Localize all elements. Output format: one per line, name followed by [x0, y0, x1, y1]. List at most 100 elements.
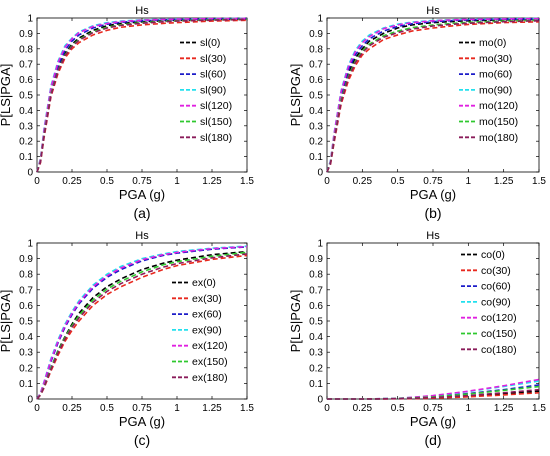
chart-title: Hs: [426, 5, 440, 17]
legend-label: co(60): [481, 281, 511, 293]
x-tick-label: 0.5: [100, 403, 114, 414]
x-tick-label: 0: [34, 176, 40, 187]
x-axis-label: PGA (g): [410, 414, 456, 429]
panel-label: (c): [134, 432, 150, 448]
x-tick-label: 0.25: [353, 403, 373, 414]
y-tick-label: 0.2: [19, 363, 33, 374]
legend-label: sl(180): [200, 132, 232, 144]
legend-label: co(120): [481, 312, 517, 324]
legend-label: co(30): [481, 265, 511, 277]
series-line-mo(30): [326, 21, 540, 173]
legend-label: mo(150): [479, 116, 518, 128]
chart-panel-3: 0 0.25 0.5 0.75 1 1.25 1.5 0 0.1 0.2 0.3 0.4 0.5 0.6 0…: [0, 230, 254, 448]
y-tick-label: 0.1: [19, 379, 33, 390]
y-tick-label: 0.9: [309, 254, 323, 265]
y-axis-label: P[LS|PGA]: [0, 290, 13, 353]
x-tick-label: 0.25: [62, 403, 82, 414]
x-tick-label: 0.25: [353, 176, 373, 187]
x-tick-label: 0: [324, 176, 330, 187]
y-tick-label: 0.6: [19, 75, 33, 86]
legend-label: sl(150): [200, 116, 232, 128]
y-tick-label: 1: [27, 239, 33, 250]
legend-label: ex(0): [192, 277, 216, 289]
legend-label: co(180): [481, 344, 517, 356]
y-tick-label: 0.3: [309, 348, 323, 359]
legend-label: ex(150): [192, 356, 228, 368]
y-tick-label: 0.8: [309, 270, 323, 281]
legend-label: sl(90): [200, 84, 226, 96]
y-tick-label: 0.7: [309, 60, 323, 71]
x-tick-label: 0.75: [132, 176, 152, 187]
panel-label: (a): [133, 205, 150, 221]
y-tick-label: 0.6: [19, 301, 33, 312]
y-tick-label: 0.3: [19, 348, 33, 359]
chart-panel-4: 0 0.25 0.5 0.75 1 1.25 1.5 0 0.1 0.2 0.3 0.4 0.5 0.6 0…: [288, 230, 546, 448]
x-tick-label: 0.75: [423, 403, 443, 414]
chart-title: Hs: [426, 230, 440, 242]
legend-label: ex(180): [192, 372, 228, 384]
x-tick-label: 1: [466, 403, 472, 414]
series-line-sl(180): [36, 18, 248, 173]
y-tick-label: 0.4: [309, 106, 323, 117]
series-line-sl(60): [36, 17, 248, 173]
series-lines: [326, 17, 540, 173]
x-tick-label: 0: [324, 403, 330, 414]
y-tick-label: 0.4: [19, 106, 33, 117]
y-tick-label: 0.8: [309, 44, 323, 55]
y-tick-label: 0.5: [309, 91, 323, 102]
x-tick-label: 0.75: [423, 176, 443, 187]
series-line-mo(90): [326, 17, 540, 173]
y-tick-label: 0.5: [309, 317, 323, 328]
chart-title: Hs: [135, 230, 149, 242]
legend: sl(0) sl(30) sl(60) sl(90) sl(120) sl(150) sl(…: [180, 37, 232, 144]
series-lines: [36, 17, 248, 173]
y-tick-label: 0: [27, 395, 33, 406]
y-tick-label: 0.7: [19, 285, 33, 296]
legend-label: sl(0): [200, 37, 220, 49]
y-tick-label: 0.6: [309, 75, 323, 86]
legend-label: co(0): [481, 249, 505, 261]
y-tick-label: 0.2: [309, 363, 323, 374]
y-tick-label: 0.4: [19, 332, 33, 343]
series-line-sl(120): [36, 17, 248, 173]
legend-label: mo(120): [479, 100, 518, 112]
series-lines: [327, 378, 540, 400]
y-axis-label: P[LS|PGA]: [0, 64, 13, 127]
y-tick-label: 0.9: [19, 29, 33, 40]
x-tick-label: 1.25: [494, 403, 514, 414]
x-tick-label: 1.5: [532, 403, 546, 414]
x-tick-label: 0.5: [100, 176, 114, 187]
series-line-mo(0): [326, 18, 540, 173]
y-tick-label: 0.2: [19, 137, 33, 148]
y-axis-label: P[LS|PGA]: [288, 290, 303, 353]
series-line-co(180): [327, 388, 540, 400]
panel-label: (d): [424, 432, 441, 448]
y-tick-label: 0.5: [19, 91, 33, 102]
x-tick-label: 0.5: [391, 403, 405, 414]
x-tick-label: 0.5: [391, 176, 405, 187]
legend: mo(0) mo(30) mo(60) mo(90) mo(120) mo(150) mo(…: [459, 37, 518, 144]
y-axis-label: P[LS|PGA]: [288, 64, 303, 127]
legend-label: mo(60): [479, 69, 512, 81]
y-tick-label: 1: [317, 239, 323, 250]
y-tick-label: 0.7: [19, 60, 33, 71]
y-tick-label: 1: [27, 14, 33, 25]
legend-label: ex(120): [192, 340, 228, 352]
series-line-sl(30): [36, 19, 248, 173]
x-tick-label: 0.75: [132, 403, 152, 414]
x-tick-label: 1.5: [240, 403, 254, 414]
legend-label: ex(60): [192, 309, 222, 321]
x-tick-label: 1.25: [202, 176, 222, 187]
legend-label: ex(30): [192, 293, 222, 305]
y-tick-label: 0: [317, 395, 323, 406]
legend: ex(0) ex(30) ex(60) ex(90) ex(120) ex(150) ex(…: [172, 277, 228, 384]
chart-panel-1: 0 0.25 0.5 0.75 1 1.25 1.5 0 0.1 0.2 0.3 0.4 0.5 0.6 0…: [0, 5, 254, 221]
y-tick-label: 0.6: [309, 301, 323, 312]
legend-label: sl(60): [200, 69, 226, 81]
x-tick-label: 1: [466, 176, 472, 187]
x-tick-label: 0: [34, 403, 40, 414]
y-tick-label: 0.3: [309, 121, 323, 132]
series-line-mo(120): [326, 17, 540, 173]
series-lines: [36, 245, 248, 400]
